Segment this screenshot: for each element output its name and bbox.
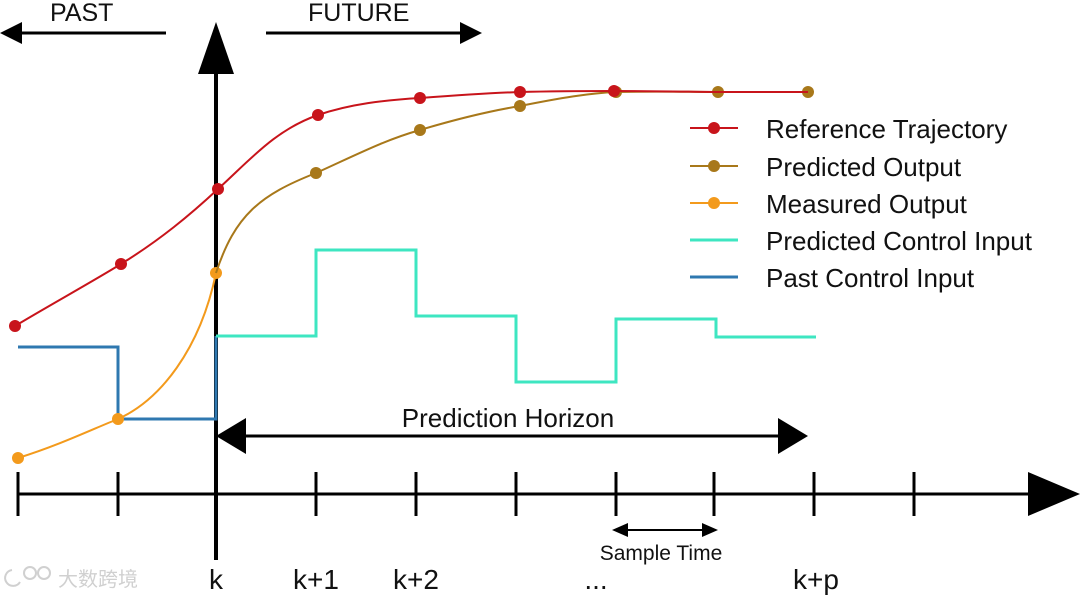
- prediction-horizon-label: Prediction Horizon: [402, 403, 614, 433]
- legend-label-predicted-output: Predicted Output: [766, 152, 962, 182]
- tick-label-ellipsis: ...: [584, 564, 607, 595]
- reference-trajectory-point: [212, 183, 224, 195]
- predicted-output-point: [514, 100, 526, 112]
- reference-trajectory-point: [514, 86, 526, 98]
- reference-trajectory-point: [9, 320, 21, 332]
- tick-label-k1: k+1: [293, 564, 339, 595]
- sample-time-label: Sample Time: [600, 542, 723, 565]
- reference-trajectory-point: [414, 92, 426, 104]
- future-label: FUTURE: [308, 0, 409, 27]
- predicted-output-point: [310, 167, 322, 179]
- legend: Reference Trajectory Predicted Output Me…: [690, 114, 1033, 293]
- reference-trajectory-point: [312, 109, 324, 121]
- tick-label-kp: k+p: [793, 564, 839, 595]
- legend-item-measured-output: Measured Output: [690, 189, 968, 219]
- reference-trajectory-point: [115, 258, 127, 270]
- legend-item-predicted-output: Predicted Output: [690, 152, 962, 182]
- time-axis: [18, 472, 1080, 516]
- present-time-axis: [198, 22, 234, 560]
- predicted-control-input-line: [216, 248, 816, 384]
- legend-label-measured-output: Measured Output: [766, 189, 968, 219]
- legend-item-past-control: Past Control Input: [690, 263, 975, 293]
- prediction-horizon-arrow: [216, 418, 808, 454]
- sample-time-arrow: [612, 523, 718, 537]
- legend-label-reference: Reference Trajectory: [766, 114, 1007, 144]
- legend-item-reference: Reference Trajectory: [690, 114, 1007, 144]
- predicted-output-point: [414, 124, 426, 136]
- reference-trajectory-line: [14, 89, 808, 327]
- future-arrow: [266, 22, 482, 44]
- legend-label-predicted-control: Predicted Control Input: [766, 226, 1033, 256]
- watermark-text: 大数跨境: [58, 568, 138, 591]
- measured-output-point: [112, 413, 124, 425]
- tick-label-k2: k+2: [393, 564, 439, 595]
- tick-label-k: k: [209, 564, 224, 595]
- legend-label-past-control: Past Control Input: [766, 263, 975, 293]
- watermark-logo-icon: [4, 566, 51, 587]
- predicted-output-line: [215, 90, 808, 274]
- watermark: 大数跨境: [4, 566, 138, 591]
- reference-trajectory-point: [608, 85, 620, 97]
- time-axis-ticks: [16, 472, 916, 516]
- past-label: PAST: [50, 0, 113, 27]
- past-control-input-line: [18, 336, 218, 421]
- legend-item-predicted-control: Predicted Control Input: [690, 226, 1033, 256]
- past-arrow: [0, 22, 166, 44]
- measured-output-point: [12, 452, 24, 464]
